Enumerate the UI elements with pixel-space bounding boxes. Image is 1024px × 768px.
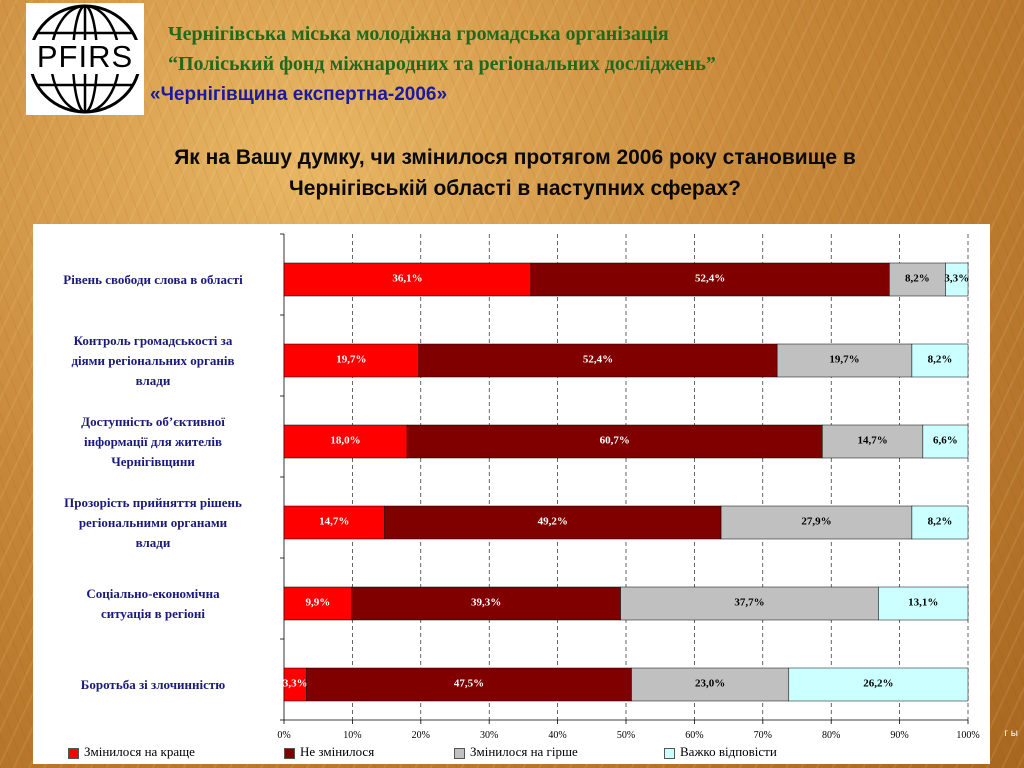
category-label: Доступність об’єктивної інформації для жи… — [33, 412, 273, 472]
legend-swatch — [68, 747, 79, 759]
bar-segment — [620, 586, 879, 621]
corner-mark: г ы — [1004, 728, 1018, 739]
bar-segment — [911, 505, 969, 540]
legend-label: Важко відповісти — [680, 744, 777, 759]
category-label-line: Контроль громадськості за — [73, 332, 233, 348]
legend-swatch — [454, 747, 465, 759]
bar-segment — [631, 667, 790, 702]
org-name-line-1: Чернігівська міська молодіжна громадська… — [168, 23, 669, 45]
legend-item: Змінилося на краще — [68, 744, 195, 760]
x-tick-label: 30% — [480, 730, 498, 741]
bar-segment — [283, 586, 352, 621]
x-tick-label: 90% — [890, 730, 908, 741]
bar-value-label: 9,9% — [305, 597, 330, 609]
bar-value-label: 60,7% — [600, 435, 630, 447]
bar-value-label: 19,7% — [829, 354, 859, 366]
legend-swatch — [664, 747, 675, 759]
bar-segment — [822, 424, 924, 459]
category-label-line: Прозорість прийняття рішень — [64, 494, 242, 510]
category-label: Прозорість прийняття рішень регіональними… — [33, 493, 273, 553]
legend-label: Не змінилося — [300, 744, 375, 759]
bar-segment — [720, 505, 913, 540]
bar-value-label: 14,7% — [857, 435, 887, 447]
x-tick-label: 20% — [412, 730, 430, 741]
question-line-2: Чернігівській області в наступних сферах… — [289, 177, 741, 200]
bar-value-label: 3,3% — [283, 678, 308, 690]
org-name-line-2: “Поліський фонд міжнародних та регіональ… — [168, 53, 716, 75]
bar-value-label: 47,5% — [454, 678, 484, 690]
bar-segment — [384, 505, 722, 540]
bar-segment — [530, 262, 890, 297]
bar-value-label: 18,0% — [330, 435, 360, 447]
category-label: Контроль громадськості за діями регіональ… — [33, 331, 273, 391]
bar-value-label: 14,7% — [319, 516, 349, 528]
legend-item: Важко відповісти — [664, 744, 777, 760]
legend-item: Змінилося на гірше — [454, 744, 578, 760]
x-tick-label: 60% — [685, 730, 703, 741]
bar-value-label: 6,6% — [933, 435, 958, 447]
category-label-line: ситуація в регіоні — [100, 605, 206, 621]
bar-segment — [283, 505, 385, 540]
category-label-line: влади — [135, 534, 171, 550]
bar-value-label: 52,4% — [583, 354, 613, 366]
bar-segment — [283, 424, 408, 459]
legend-swatch — [284, 747, 295, 759]
x-tick-label: 50% — [617, 730, 635, 741]
category-label-line: влади — [135, 372, 171, 388]
category-label-line: Рівень свободи слова в області — [63, 271, 243, 287]
x-tick-label: 70% — [754, 730, 772, 741]
legend-label: Змінилося на краще — [84, 744, 195, 759]
category-label-line: регіональними органами — [78, 514, 228, 530]
legend-item: Не змінилося — [284, 744, 374, 760]
category-label-line: Доступність об’єктивної — [81, 413, 225, 429]
x-tick-label: 10% — [343, 730, 361, 741]
bar-value-label: 27,9% — [801, 516, 831, 528]
bar-value-label: 13,1% — [908, 597, 938, 609]
x-tick-label: 40% — [548, 730, 566, 741]
bar-value-label: 8,2% — [905, 273, 930, 285]
bar-segment — [406, 424, 823, 459]
category-label-line: Чернігівщини — [111, 453, 195, 469]
category-label: Соціально-економічна ситуація в регіоні — [33, 584, 273, 624]
question-title: Як на Вашу думку, чи змінилося протягом … — [60, 142, 970, 204]
category-label-line: Соціально-економічна — [86, 585, 220, 601]
bar-segment — [306, 667, 632, 702]
x-tick-label: 80% — [822, 730, 840, 741]
legend-label: Змінилося на гірше — [470, 744, 578, 759]
bar-value-label: 8,2% — [928, 516, 953, 528]
bar-value-label: 37,7% — [734, 597, 764, 609]
category-label-line: інформації для жителів — [83, 433, 222, 449]
stacked-bar-chart: 0% 10% 20% 30% 40% 50% 60% 70% 80% 90% 100% 36,1% 52… — [277, 233, 980, 741]
x-tick-label: 100% — [956, 730, 979, 741]
question-line-1: Як на Вашу думку, чи змінилося протягом … — [174, 146, 856, 169]
bar-value-label: 49,2% — [538, 516, 568, 528]
bar-value-label: 23,0% — [695, 678, 725, 690]
category-label-line: діями регіональних органів — [71, 352, 235, 368]
bar-value-label: 52,4% — [695, 273, 725, 285]
category-label-line: Боротьба зі злочинністю — [80, 676, 226, 692]
x-tick-label: 0% — [277, 730, 290, 741]
bar-segment — [911, 343, 969, 378]
bar-value-label: 3,3% — [944, 273, 969, 285]
bar-segment — [351, 586, 621, 621]
bar-segment — [922, 424, 969, 459]
bar-segment — [945, 262, 969, 297]
bar-segment — [283, 262, 532, 297]
bar-value-label: 39,3% — [471, 597, 501, 609]
bar-segment — [878, 586, 969, 621]
chart-panel: Рівень свободи слова в області Контроль г… — [33, 224, 990, 764]
bar-value-label: 36,1% — [392, 273, 422, 285]
bar-value-label: 19,7% — [336, 354, 366, 366]
bar-segment — [788, 667, 969, 702]
logo-text: PFIRS — [26, 40, 144, 74]
bar-value-label: 26,2% — [863, 678, 893, 690]
category-label: Боротьба зі злочинністю — [33, 675, 273, 695]
bar-segment — [889, 262, 946, 297]
bar-value-label: 8,2% — [928, 354, 953, 366]
bar-segment — [418, 343, 778, 378]
project-title: «Чернігівщина експертна-2006» — [150, 84, 448, 105]
pfirs-logo: PFIRS — [26, 3, 144, 115]
category-label: Рівень свободи слова в області — [33, 270, 273, 290]
